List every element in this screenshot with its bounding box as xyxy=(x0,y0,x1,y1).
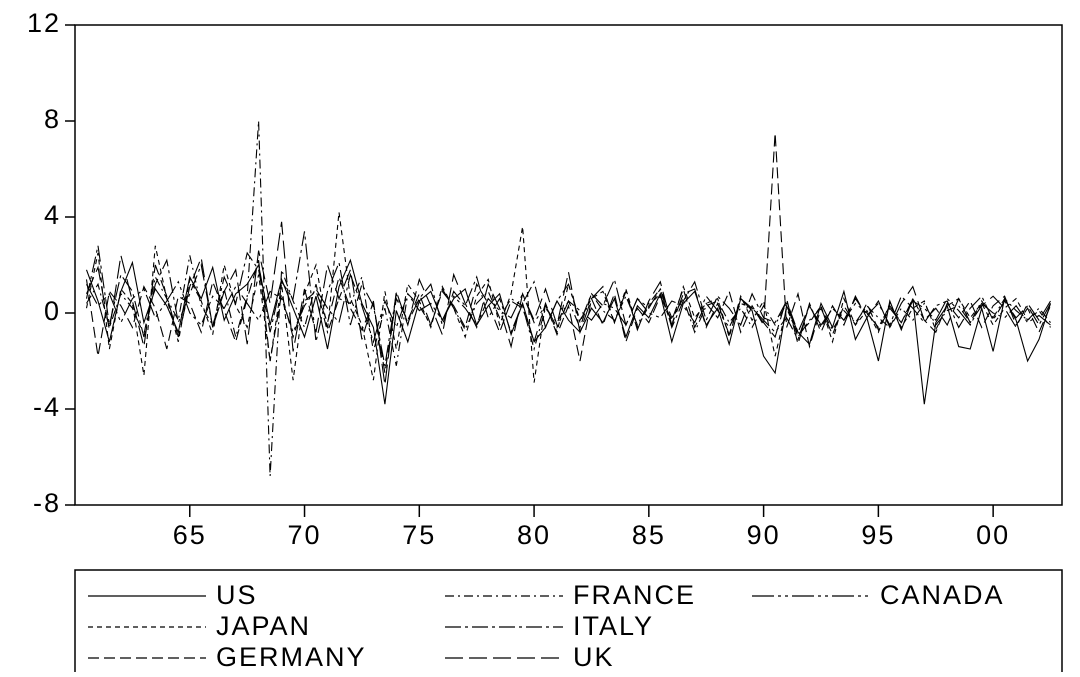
legend-label: UK xyxy=(573,642,615,672)
y-tick-label: 12 xyxy=(27,8,61,38)
y-tick-label: -8 xyxy=(33,488,61,518)
legend-label: CANADA xyxy=(880,580,1005,610)
x-tick-label: 75 xyxy=(402,520,436,550)
legend-label: JAPAN xyxy=(216,611,311,641)
series-line xyxy=(85,258,1052,405)
y-tick-label: 0 xyxy=(44,296,61,326)
legend-label: FRANCE xyxy=(573,580,696,610)
series-line xyxy=(85,231,1051,366)
legend-label: GERMANY xyxy=(216,642,367,672)
legend-box xyxy=(74,569,1063,677)
y-tick-label: -4 xyxy=(33,392,61,422)
series-line xyxy=(85,132,1052,374)
x-tick-label: 95 xyxy=(861,520,895,550)
x-tick-label: 85 xyxy=(632,520,666,550)
x-tick-label: 90 xyxy=(747,520,781,550)
x-tick-label: 80 xyxy=(517,520,551,550)
y-tick-label: 4 xyxy=(44,200,61,230)
series-line xyxy=(85,212,1051,383)
series-line xyxy=(86,272,1051,344)
series-line xyxy=(85,221,1051,386)
x-tick-label: 65 xyxy=(173,520,207,550)
x-tick-label: 70 xyxy=(288,520,322,550)
x-tick-label: 00 xyxy=(976,520,1010,550)
legend-label: ITALY xyxy=(573,611,654,641)
y-tick-label: 8 xyxy=(44,104,61,134)
series-line xyxy=(86,120,1051,477)
plot-frame xyxy=(74,24,1063,506)
legend-label: US xyxy=(216,580,258,610)
